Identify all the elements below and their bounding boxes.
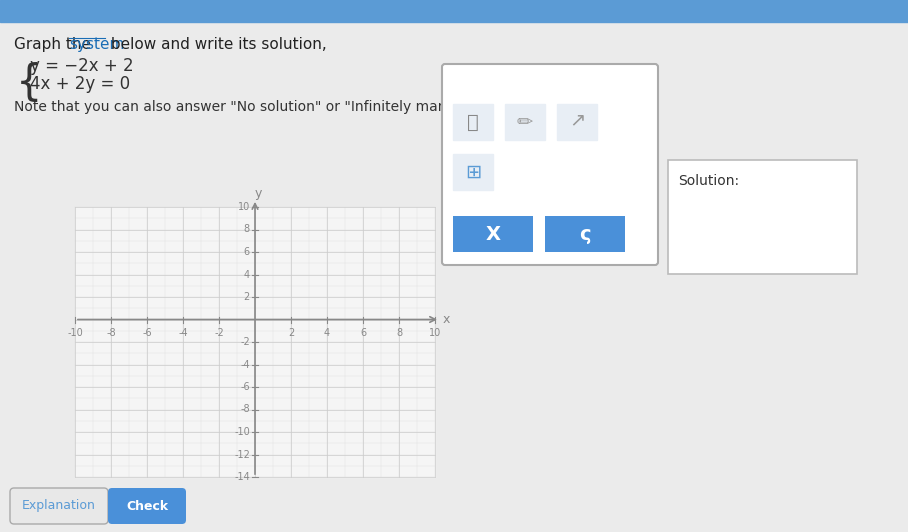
Text: 6: 6 <box>244 247 250 257</box>
Text: ✏: ✏ <box>517 112 533 131</box>
Text: Note that you can also answer "No solution" or "Infinitely many" solutions.: Note that you can also answer "No soluti… <box>14 100 532 114</box>
Text: ς: ς <box>579 225 591 244</box>
FancyBboxPatch shape <box>668 160 857 274</box>
Bar <box>453 104 493 140</box>
Text: 2: 2 <box>243 292 250 302</box>
Text: below and write its solution,: below and write its solution, <box>106 37 327 52</box>
Text: -12: -12 <box>234 450 250 460</box>
Text: y = −2x + 2: y = −2x + 2 <box>30 57 133 75</box>
Text: 4x + 2y = 0: 4x + 2y = 0 <box>30 75 130 93</box>
Text: -6: -6 <box>241 382 250 392</box>
Text: 10: 10 <box>429 328 441 337</box>
Text: -8: -8 <box>106 328 116 337</box>
Text: 8: 8 <box>244 225 250 235</box>
Bar <box>453 216 533 252</box>
Bar <box>545 216 625 252</box>
Bar <box>453 154 493 190</box>
Text: -8: -8 <box>241 404 250 414</box>
Text: ⊞: ⊞ <box>465 162 481 181</box>
FancyBboxPatch shape <box>10 488 108 524</box>
Bar <box>75 207 435 477</box>
Text: system: system <box>69 37 124 52</box>
FancyBboxPatch shape <box>108 488 186 524</box>
Text: -4: -4 <box>241 360 250 370</box>
Text: X: X <box>486 225 500 244</box>
Bar <box>0 0 908 22</box>
Text: -10: -10 <box>67 328 83 337</box>
Text: 4: 4 <box>324 328 331 337</box>
Text: 6: 6 <box>360 328 366 337</box>
Bar <box>678 189 708 217</box>
Text: 4: 4 <box>244 270 250 279</box>
Text: 10: 10 <box>238 202 250 212</box>
Text: 2: 2 <box>288 328 294 337</box>
Text: ⬜: ⬜ <box>467 112 479 131</box>
Text: y: y <box>254 187 262 200</box>
Text: -2: -2 <box>214 328 224 337</box>
Text: ↗: ↗ <box>568 111 585 129</box>
Text: Solution:: Solution: <box>678 174 739 188</box>
Text: x: x <box>443 313 450 326</box>
Text: Check: Check <box>126 500 168 512</box>
Bar <box>557 104 597 140</box>
Text: -2: -2 <box>241 337 250 347</box>
FancyBboxPatch shape <box>442 64 658 265</box>
Text: Explanation: Explanation <box>22 500 96 512</box>
Text: -6: -6 <box>143 328 152 337</box>
Text: {: { <box>16 62 43 104</box>
Text: Graph the: Graph the <box>14 37 96 52</box>
Text: -10: -10 <box>234 427 250 437</box>
Text: 8: 8 <box>396 328 402 337</box>
Text: -14: -14 <box>234 472 250 482</box>
Text: -4: -4 <box>178 328 188 337</box>
Bar <box>505 104 545 140</box>
